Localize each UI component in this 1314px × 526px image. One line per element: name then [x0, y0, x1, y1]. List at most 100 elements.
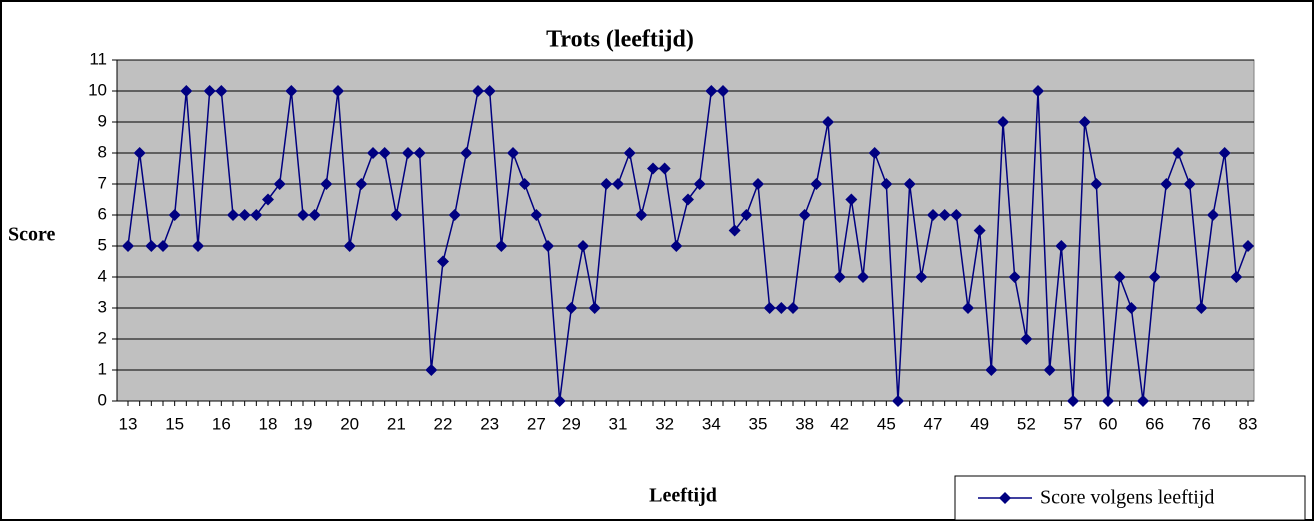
- plot-area: [116, 59, 1255, 402]
- x-tick-label: 49: [970, 414, 989, 433]
- data-point: [1160, 178, 1173, 190]
- y-tick-label: 7: [98, 173, 107, 192]
- x-tick-label: 83: [1239, 414, 1258, 433]
- y-tick-label: 8: [98, 142, 107, 161]
- data-point: [973, 224, 986, 237]
- data-point: [378, 147, 391, 159]
- y-tick-label: 5: [98, 235, 107, 254]
- data-point: [565, 302, 578, 314]
- data-point: [693, 178, 706, 190]
- data-point: [1067, 395, 1079, 407]
- data-point: [507, 147, 519, 159]
- data-point: [927, 209, 939, 221]
- data-point: [1032, 85, 1044, 97]
- data-point: [717, 85, 729, 97]
- data-point: [297, 209, 309, 221]
- data-point: [495, 240, 508, 252]
- x-tick-label: 21: [387, 414, 406, 433]
- data-point: [1137, 395, 1149, 407]
- y-tick-label: 10: [88, 80, 107, 99]
- data-point: [413, 147, 426, 159]
- data-point: [227, 209, 239, 221]
- data-point: [332, 85, 344, 97]
- data-point: [740, 209, 753, 221]
- x-tick-label: 76: [1192, 414, 1211, 433]
- x-tick-label: 20: [340, 414, 359, 433]
- data-point: [763, 302, 776, 314]
- data-point: [1148, 271, 1161, 283]
- y-tick-label: 0: [98, 390, 107, 409]
- legend-marker: [999, 492, 1011, 504]
- data-point: [437, 255, 449, 268]
- legend-label: Score volgens leeftijd: [1040, 487, 1214, 509]
- data-point: [1008, 271, 1021, 283]
- data-point: [833, 271, 846, 283]
- x-tick-label: 45: [877, 414, 896, 433]
- data-point: [857, 271, 869, 283]
- x-tick-label: 27: [527, 414, 546, 433]
- y-axis-label: Score: [8, 224, 56, 246]
- x-tick-label: 22: [434, 414, 453, 433]
- data-point: [728, 224, 741, 237]
- data-point: [962, 302, 974, 314]
- data-point: [997, 116, 1009, 128]
- x-tick-label: 52: [1017, 414, 1036, 433]
- data-point: [1043, 364, 1056, 376]
- data-point: [1207, 209, 1219, 221]
- data-point: [670, 240, 683, 252]
- x-tick-label: 47: [924, 414, 943, 433]
- data-point: [752, 178, 764, 190]
- data-point: [320, 178, 333, 190]
- data-point: [262, 193, 274, 206]
- data-point: [787, 302, 799, 314]
- data-point: [157, 240, 169, 252]
- y-tick-label: 1: [98, 359, 107, 378]
- data-point: [705, 85, 718, 97]
- data-point: [1195, 302, 1208, 314]
- data-point: [355, 178, 368, 190]
- x-tick-label: 38: [795, 414, 814, 433]
- data-point: [880, 178, 893, 190]
- x-tick-label: 16: [212, 414, 231, 433]
- y-tick-label: 9: [98, 111, 107, 130]
- x-tick-label: 31: [609, 414, 628, 433]
- y-tick-label: 3: [98, 297, 107, 316]
- x-tick-label: 34: [702, 414, 721, 433]
- data-point: [308, 209, 321, 221]
- data-point: [588, 302, 601, 314]
- x-tick-label: 18: [259, 414, 278, 433]
- data-point: [938, 209, 951, 221]
- x-tick-label: 19: [294, 414, 313, 433]
- data-point: [1055, 240, 1068, 252]
- data-point: [612, 178, 624, 190]
- data-point: [553, 395, 566, 407]
- data-point: [122, 240, 134, 252]
- data-point: [273, 178, 286, 190]
- data-point: [1172, 147, 1184, 159]
- data-point: [250, 209, 263, 221]
- x-tick-label: 35: [749, 414, 768, 433]
- data-point: [950, 209, 963, 221]
- data-point: [472, 85, 484, 97]
- data-point: [448, 209, 461, 221]
- data-point: [542, 240, 554, 252]
- data-point: [1230, 271, 1243, 283]
- data-point: [518, 178, 531, 190]
- x-axis-label: Leeftijd: [649, 485, 717, 507]
- x-tick-label: 13: [119, 414, 138, 433]
- data-point: [600, 178, 613, 190]
- data-point: [180, 85, 193, 97]
- data-point: [425, 364, 438, 376]
- data-point: [133, 147, 146, 159]
- data-point: [915, 271, 928, 283]
- data-point: [845, 193, 858, 206]
- data-point: [1020, 333, 1033, 345]
- data-point: [798, 209, 811, 221]
- data-point: [1183, 178, 1196, 190]
- data-point: [402, 147, 414, 159]
- data-point: [1242, 240, 1254, 252]
- data-point: [460, 147, 473, 159]
- data-point: [343, 240, 356, 252]
- data-point: [868, 147, 881, 159]
- x-tick-label: 60: [1099, 414, 1118, 433]
